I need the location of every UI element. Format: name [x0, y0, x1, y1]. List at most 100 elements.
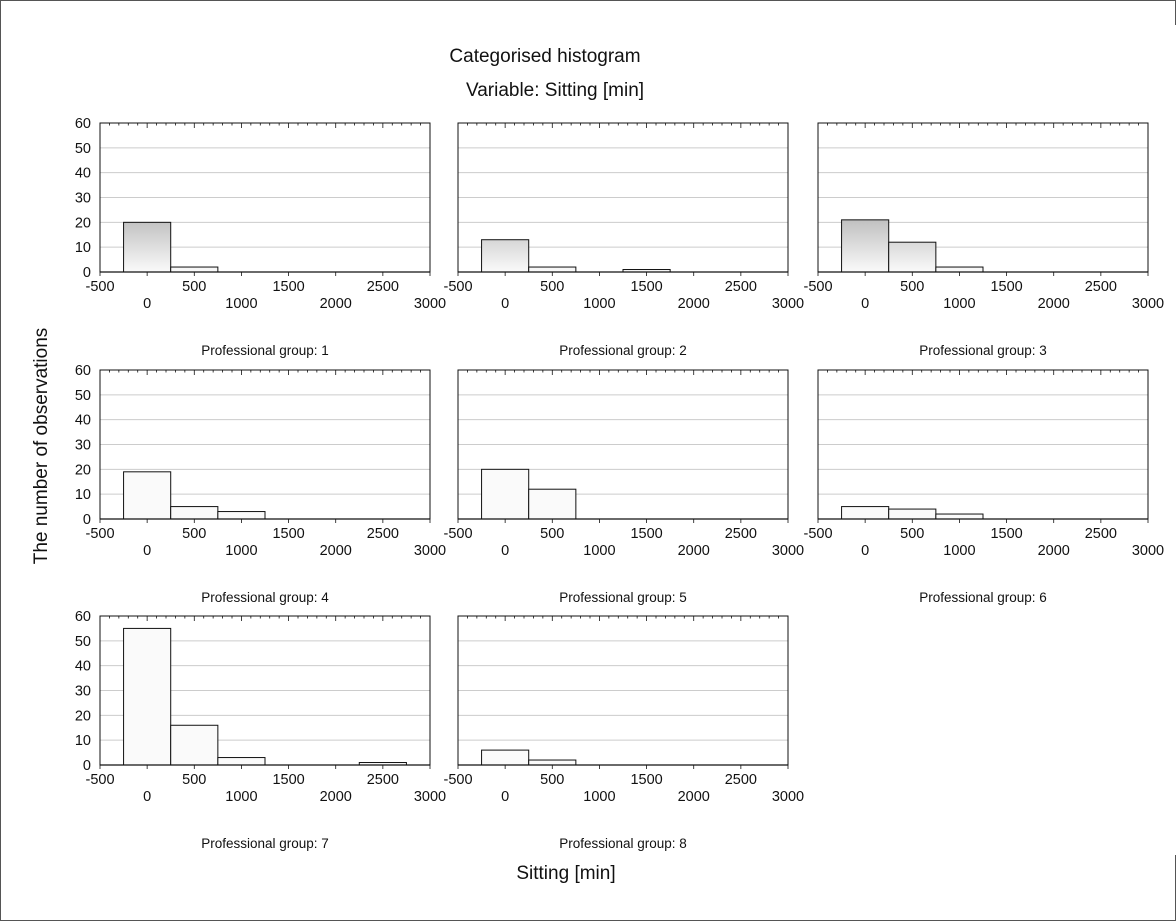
- panel-title: Professional group: 3: [919, 343, 1047, 358]
- panel-group-6: -500 500 1500 2500 0 1000 2000 3000 Professional…: [803, 369, 1164, 605]
- histogram-bar: [888, 508, 937, 520]
- x-tick-label: 0: [861, 543, 869, 559]
- x-tick-label: 1000: [225, 789, 257, 805]
- x-tick-label: 2000: [678, 543, 710, 559]
- y-tick-label: 0: [83, 512, 91, 528]
- x-tick-label: 2500: [725, 526, 757, 542]
- x-tick-label: 1000: [225, 296, 257, 312]
- chart-title: Categorised histogram: [449, 46, 640, 67]
- y-tick-label: 30: [75, 438, 91, 454]
- x-tick-label: -500: [443, 772, 472, 788]
- x-tick-label: 3000: [414, 789, 446, 805]
- figure-inner-background: [40, 25, 1176, 855]
- x-tick-label: 3000: [414, 296, 446, 312]
- x-tick-label: 1500: [630, 279, 662, 295]
- x-tick-label: 0: [501, 789, 509, 805]
- x-tick-label: 1000: [225, 543, 257, 559]
- histogram-bar: [841, 506, 890, 520]
- x-tick-label: 2000: [678, 789, 710, 805]
- y-tick-label: 60: [75, 116, 91, 132]
- panel-title: Professional group: 2: [559, 343, 687, 358]
- x-tick-label: 2000: [320, 543, 352, 559]
- x-tick-label: 1500: [272, 279, 304, 295]
- panel-title: Professional group: 7: [201, 836, 329, 851]
- x-tick-label: 500: [900, 279, 924, 295]
- x-tick-label: 500: [540, 772, 564, 788]
- y-tick-label: 0: [83, 758, 91, 774]
- y-tick-label: 10: [75, 733, 91, 749]
- y-tick-label: 50: [75, 141, 91, 157]
- histogram-bar: [217, 757, 266, 766]
- x-tick-label: 3000: [1132, 296, 1164, 312]
- x-tick-label: 2000: [1038, 296, 1070, 312]
- x-tick-label: 500: [182, 772, 206, 788]
- x-tick-label: 500: [540, 279, 564, 295]
- x-tick-label: 3000: [772, 789, 804, 805]
- x-tick-label: 3000: [414, 543, 446, 559]
- x-tick-label: 1500: [990, 279, 1022, 295]
- x-tick-label: 1000: [583, 296, 615, 312]
- x-tick-label: 1000: [943, 543, 975, 559]
- panel-group-4: -500 500 1500 2500 0 1000 2000 3000 0 10 20 30 40 50 6…: [75, 363, 446, 605]
- x-tick-label: 1500: [990, 526, 1022, 542]
- x-tick-label: 2000: [320, 789, 352, 805]
- x-tick-label: 2500: [1085, 526, 1117, 542]
- y-tick-label: 40: [75, 166, 91, 182]
- x-tick-label: 1000: [583, 543, 615, 559]
- x-tick-label: 2500: [725, 772, 757, 788]
- x-tick-label: 2500: [367, 526, 399, 542]
- x-tick-label: 3000: [772, 543, 804, 559]
- x-tick-label: 3000: [772, 296, 804, 312]
- x-tick-label: -500: [443, 279, 472, 295]
- histogram-bar: [528, 266, 577, 273]
- x-tick-label: 0: [501, 543, 509, 559]
- x-tick-label: 0: [143, 296, 151, 312]
- histogram-bar: [935, 513, 984, 520]
- x-tick-label: -500: [803, 279, 832, 295]
- y-tick-label: 30: [75, 191, 91, 207]
- y-tick-label: 50: [75, 388, 91, 404]
- histogram-bar: [170, 506, 219, 520]
- x-tick-label: 500: [182, 526, 206, 542]
- x-tick-label: 0: [143, 789, 151, 805]
- x-tick-label: 2500: [725, 279, 757, 295]
- y-tick-label: 30: [75, 684, 91, 700]
- histogram-bar: [888, 241, 937, 273]
- x-tick-label: 1500: [272, 526, 304, 542]
- histogram-bar: [528, 759, 577, 766]
- x-tick-label: 3000: [1132, 543, 1164, 559]
- histogram-bar: [841, 219, 890, 273]
- x-tick-label: 2000: [320, 296, 352, 312]
- x-tick-label: -500: [443, 526, 472, 542]
- y-tick-label: 20: [75, 462, 91, 478]
- histogram-bar: [123, 627, 172, 766]
- x-tick-label: 0: [501, 296, 509, 312]
- y-tick-label: 10: [75, 487, 91, 503]
- y-tick-label: 50: [75, 634, 91, 650]
- x-tick-label: 0: [143, 543, 151, 559]
- histogram-bar: [123, 471, 172, 520]
- y-tick-label: 20: [75, 215, 91, 231]
- chart-subtitle: Variable: Sitting [min]: [466, 80, 644, 101]
- panel-group-8: -500 500 1500 2500 0 1000 2000 3000 Professional…: [443, 615, 804, 851]
- y-tick-label: 10: [75, 240, 91, 256]
- y-tick-label: 40: [75, 659, 91, 675]
- histogram-bar: [217, 511, 266, 520]
- histogram-bar: [481, 239, 530, 273]
- y-tick-label: 60: [75, 363, 91, 379]
- x-tick-label: 2500: [367, 279, 399, 295]
- histogram-bar: [170, 266, 219, 273]
- panel-title: Professional group: 1: [201, 343, 329, 358]
- x-tick-label: -500: [85, 279, 114, 295]
- x-tick-label: 500: [182, 279, 206, 295]
- y-tick-label: 0: [83, 265, 91, 281]
- x-tick-label: 2500: [1085, 279, 1117, 295]
- panel-title: Professional group: 5: [559, 590, 687, 605]
- x-tick-label: 500: [900, 526, 924, 542]
- panel-group-2: -500 500 1500 2500 0 1000 2000 3000 Professional…: [443, 122, 804, 358]
- histogram-bar: [123, 221, 172, 273]
- x-tick-label: -500: [85, 526, 114, 542]
- panel-title: Professional group: 4: [201, 590, 329, 605]
